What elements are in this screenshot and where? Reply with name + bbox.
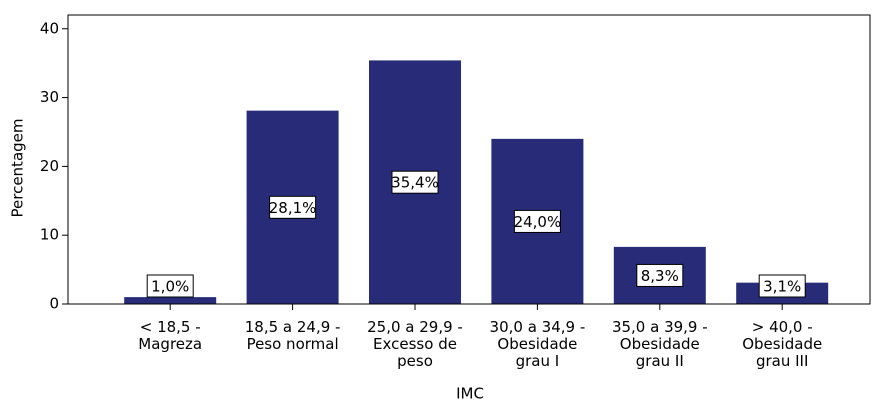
x-tick-label-line: Magreza [138,335,202,353]
value-label: 24,0% [514,213,562,231]
y-tick-label: 40 [40,19,59,37]
x-tick-label-line: grau II [636,352,684,370]
value-label: 35,4% [391,174,439,192]
x-tick-label-line: 25,0 a 29,9 - [367,318,463,336]
y-tick-label: 0 [49,295,59,313]
x-tick-label-line: Obesidade [497,335,577,353]
value-label: 1,0% [151,278,189,296]
value-label-box [391,170,439,194]
x-tick-label-line: peso [397,352,433,370]
x-tick-label: 35,0 a 39,9 -Obesidade grau II [612,318,708,370]
x-tick-label-line: Obesidade [620,335,700,353]
x-tick-label: < 18,5 -Magreza [138,318,202,353]
x-tick-label-line: 18,5 a 24,9 - [245,318,341,336]
x-axis-label: IMC [456,385,484,401]
value-label-box [269,195,317,219]
x-tick-label: 30,0 a 34,9 -Obesidade grau I [490,318,586,370]
x-tick-label-line: 30,0 a 34,9 - [490,318,586,336]
x-tick-label: > 40,0 -Obesidade grau III [742,318,822,370]
value-label-box [758,274,806,298]
x-tick-label: 18,5 a 24,9 -Peso normal [245,318,341,353]
x-tick-label-line: grau I [516,352,560,370]
bar [124,297,217,304]
plot-frame [67,14,871,305]
value-label-box [513,209,561,233]
x-tick-label: 25,0 a 29,9 -Excesso de peso [367,318,463,370]
x-tick-label-line: Excesso de [373,335,457,353]
x-tick-label-line: Peso normal [247,335,339,353]
y-tick-label: 10 [40,226,59,244]
y-tick-label: 30 [40,88,59,106]
value-label-box [636,263,684,287]
value-label: 3,1% [763,278,801,296]
x-tick-label-line: 35,0 a 39,9 - [612,318,708,336]
y-tick-label: 20 [40,157,59,175]
x-tick-label-line: < 18,5 - [140,318,201,336]
value-label-box [146,274,194,298]
x-tick-label-line: > 40,0 - [752,318,813,336]
value-label: 28,1% [269,199,317,217]
y-axis-label: Percentagem [9,119,27,218]
x-tick-label-line: Obesidade [742,335,822,353]
value-label: 8,3% [641,267,679,285]
x-tick-label-line: grau III [756,352,808,370]
